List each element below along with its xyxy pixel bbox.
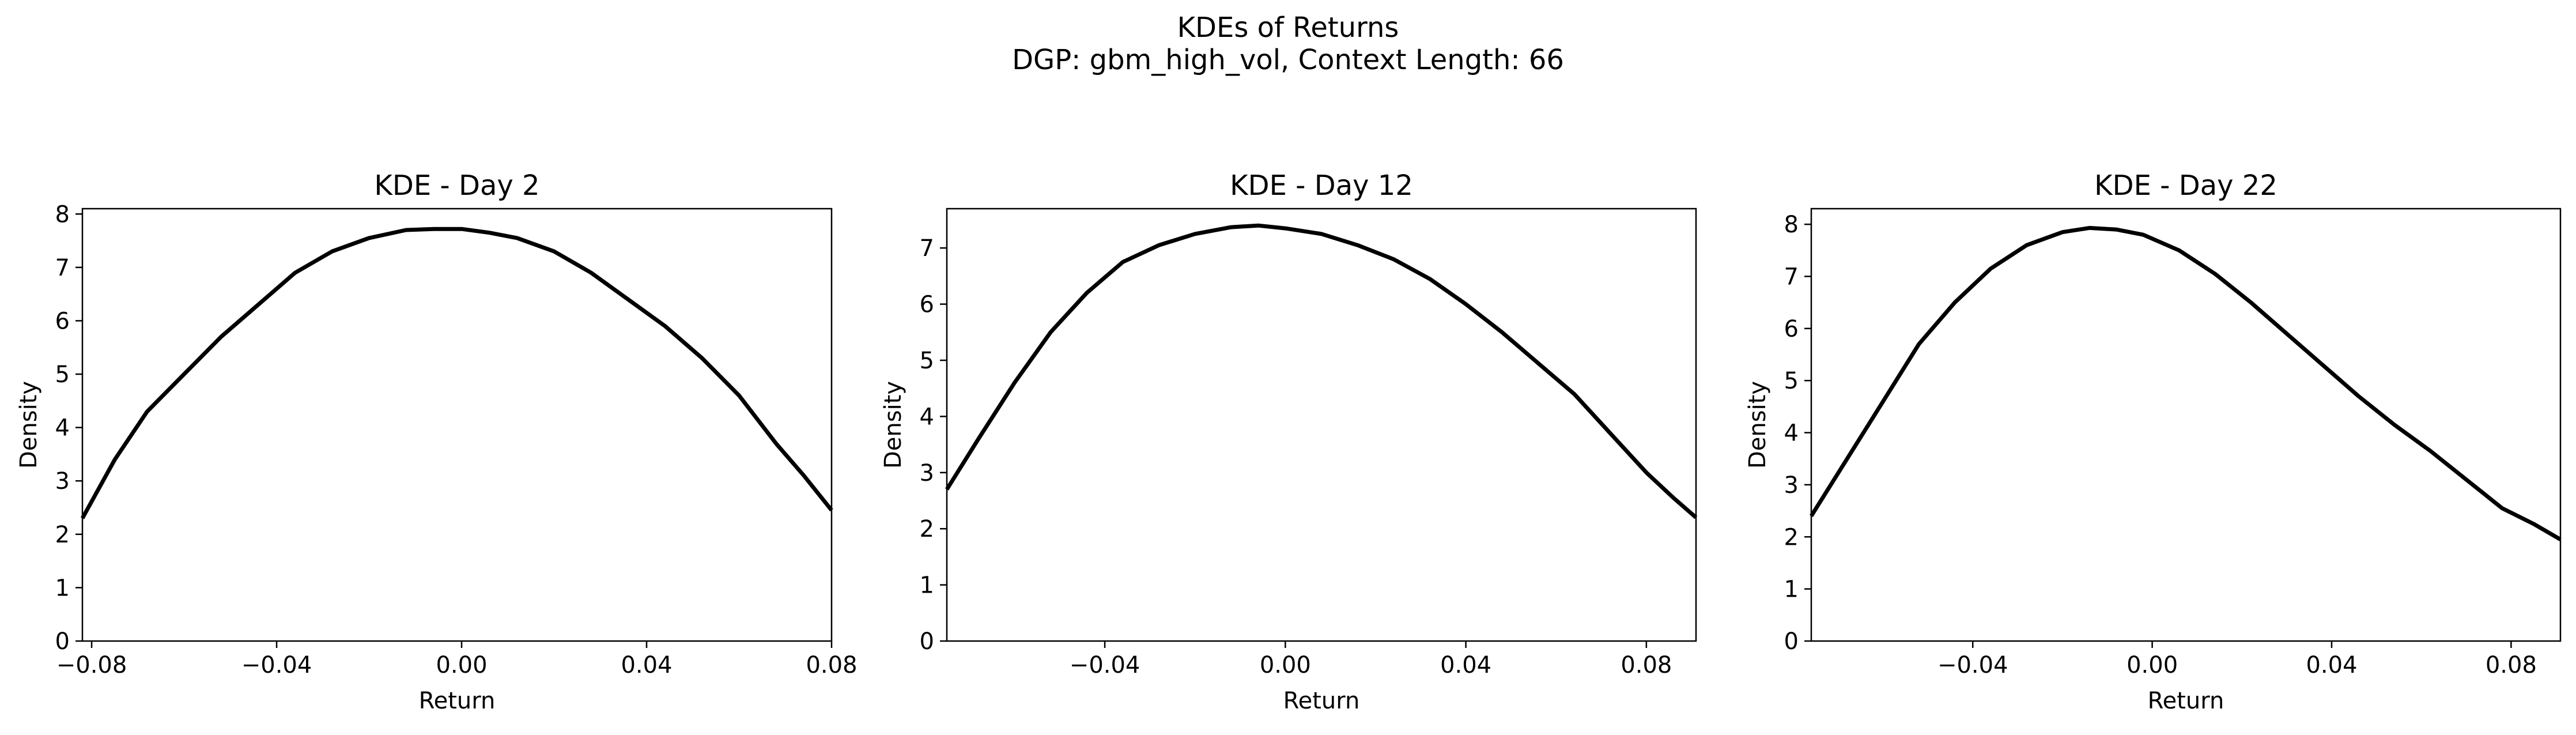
x-tick-label: 0.08 [2486, 652, 2537, 679]
y-tick-label: 4 [1784, 420, 1799, 447]
x-tick-label: 0.00 [436, 652, 487, 679]
y-tick-label: 6 [55, 308, 70, 334]
y-axis-label: Density [1744, 381, 1771, 469]
x-axis-label: Return [1283, 688, 1360, 714]
axes-frame [81, 208, 833, 642]
y-tick-label: 7 [920, 235, 934, 262]
x-tick-label: 0.04 [1440, 652, 1491, 679]
y-tick-label: 2 [1784, 524, 1799, 551]
y-tick-label: 3 [920, 460, 934, 487]
x-tick-label: 0.04 [621, 652, 672, 679]
x-tick-label: −0.08 [56, 652, 127, 679]
kde-panel-3: −0.04 0.00 0.04 0.08 0 1 2 3 4 5 6 7 8 KDE - Day 22 Re… [1744, 169, 2562, 714]
y-tick-label: 1 [920, 572, 934, 599]
x-tick-label: −0.04 [241, 652, 312, 679]
kde-panel-2: −0.04 0.00 0.04 0.08 0 1 2 3 4 5 6 7 KDE - Day 12 Ret… [880, 169, 1698, 714]
y-tick-label: 5 [920, 348, 934, 374]
y-tick-label: 7 [55, 255, 70, 281]
y-tick-label: 8 [1784, 212, 1799, 238]
panel-title: KDE - Day 2 [374, 169, 539, 202]
y-tick-label: 6 [920, 292, 934, 318]
y-tick-label: 4 [55, 415, 70, 442]
y-axis-label: Density [16, 381, 42, 469]
y-tick-label: 6 [1784, 316, 1799, 342]
y-tick-label: 3 [1784, 472, 1799, 499]
panel-title: KDE - Day 22 [2094, 169, 2277, 202]
y-tick-label: 1 [1784, 576, 1799, 603]
x-tick-label: 0.08 [1621, 652, 1672, 679]
kde-panel-1: −0.08 −0.04 0.00 0.04 0.08 0 1 2 3 4 5 6 7 8 KDE - Day… [16, 169, 858, 714]
kde-curve [945, 223, 1698, 519]
y-tick-label: 3 [55, 468, 70, 495]
x-axis-label: Return [419, 688, 496, 714]
x-tick-label: 0.08 [806, 652, 857, 679]
y-tick-label: 0 [920, 628, 934, 655]
y-axis-label: Density [880, 381, 906, 469]
y-tick-label: 5 [1784, 368, 1799, 394]
y-tick-label: 8 [55, 201, 70, 228]
x-tick-label: 0.00 [1260, 652, 1311, 679]
x-tick-label: 0.04 [2306, 652, 2357, 679]
y-tick-label: 2 [920, 516, 934, 542]
y-tick-label: 0 [1784, 628, 1799, 655]
axes-frame [946, 208, 1697, 642]
x-axis-label: Return [2148, 688, 2224, 714]
kde-curve [80, 227, 833, 519]
x-tick-label: −0.04 [1937, 652, 2008, 679]
figure-title: KDEs of Returns [1177, 12, 1399, 44]
axes-frame [1810, 208, 2562, 642]
y-tick-label: 0 [55, 628, 70, 655]
y-tick-label: 1 [55, 575, 70, 601]
y-tick-label: 4 [920, 404, 934, 430]
figure-subtitle: DGP: gbm_high_vol, Context Length: 66 [1012, 44, 1564, 76]
x-tick-label: −0.04 [1070, 652, 1140, 679]
x-tick-label: 0.00 [2126, 652, 2178, 679]
y-tick-label: 5 [55, 361, 70, 388]
kde-curve [1810, 225, 2562, 541]
y-tick-label: 2 [55, 522, 70, 548]
y-tick-label: 7 [1784, 263, 1799, 290]
panel-title: KDE - Day 12 [1230, 169, 1413, 202]
